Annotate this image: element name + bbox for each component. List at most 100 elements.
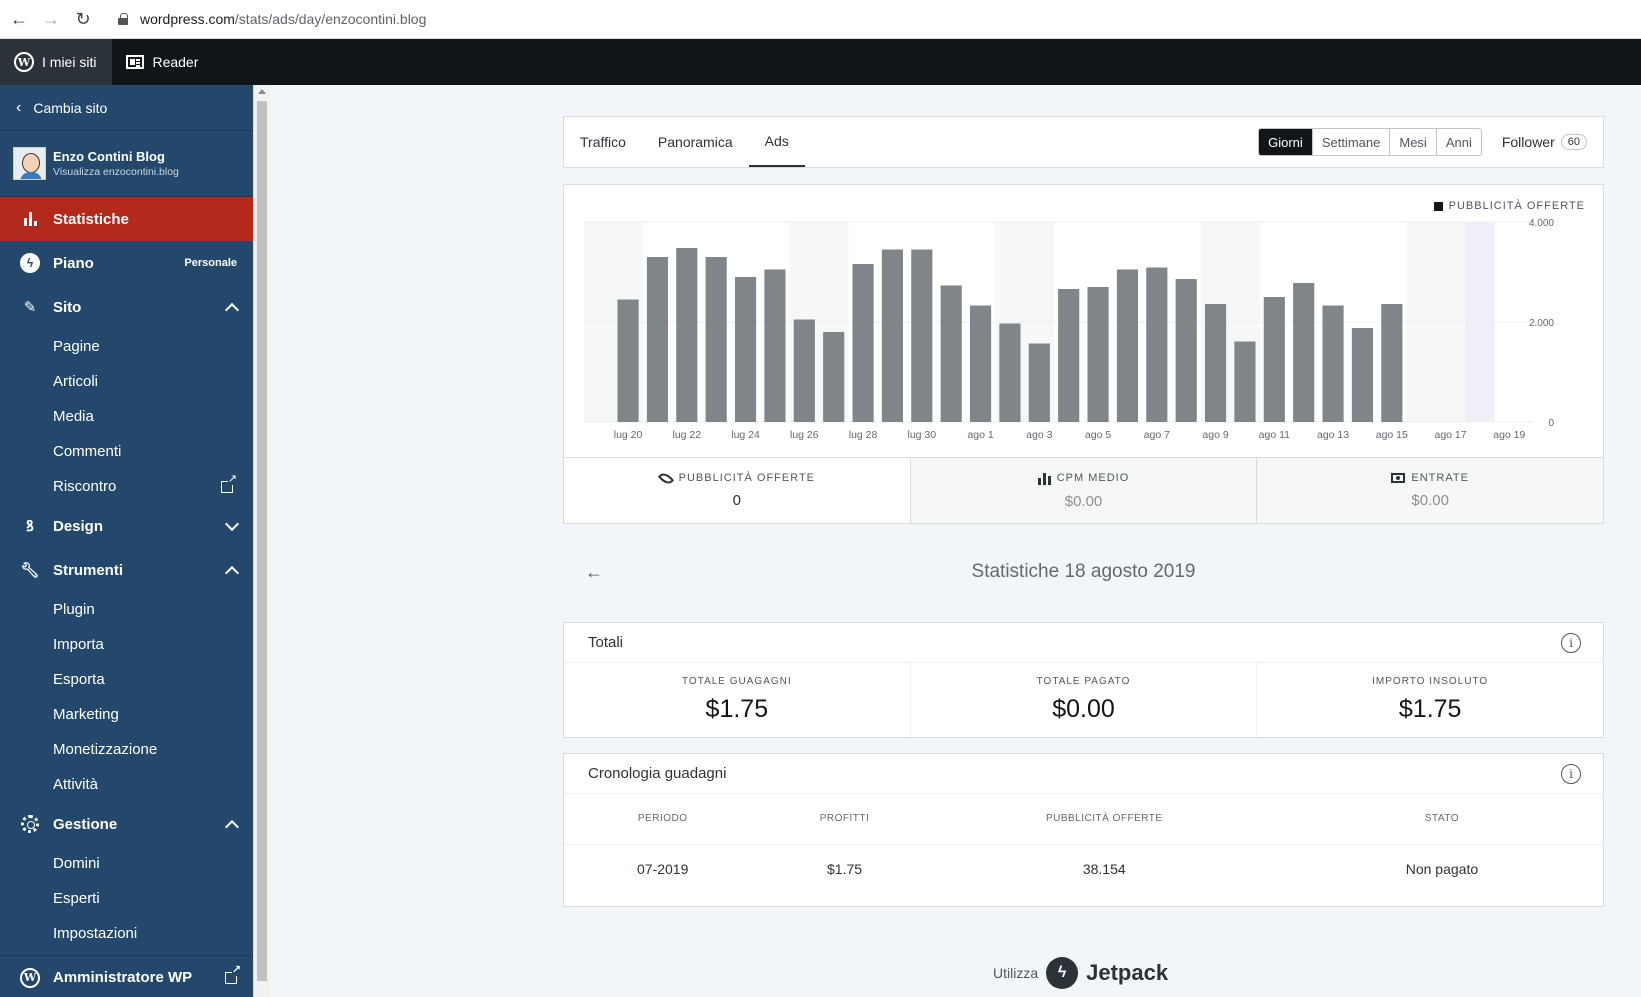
info-icon[interactable]: i (1561, 763, 1581, 784)
chevron-left-icon: ‹ (16, 98, 22, 116)
summary-cpm[interactable]: CPM MEDIO $0.00 (909, 458, 1257, 523)
bar (1322, 305, 1344, 422)
sidebar-item-label: Sito (53, 298, 82, 316)
x-tick-label: lug 24 (731, 429, 760, 441)
sidebar-scrollbar[interactable] (253, 85, 270, 997)
sidebar-subitem-media[interactable]: Media (0, 399, 253, 434)
summary-label: CPM MEDIO (1056, 472, 1130, 484)
reader-button[interactable]: Reader (112, 39, 214, 85)
sidebar-subitem-feedback[interactable]: Riscontro (0, 469, 253, 504)
info-icon[interactable]: i (1561, 632, 1581, 653)
table-cell: 38.154 (1082, 861, 1126, 878)
sidebar-subitem-plugins[interactable]: Plugin (0, 592, 253, 627)
jetpack-wordmark: Jetpack (1086, 960, 1169, 985)
scroll-up-arrow-icon[interactable] (258, 89, 266, 94)
sidebar-subitem-export[interactable]: Esporta (0, 662, 253, 697)
address-bar[interactable]: wordpress.com/stats/ads/day/enzocontini.… (118, 11, 426, 27)
table-cell: $1.75 (827, 861, 863, 878)
summary-value: $0.00 (1411, 492, 1449, 509)
sidebar-subitem-experts[interactable]: Esperti (0, 881, 253, 916)
forward-arrow-icon[interactable]: → (42, 8, 60, 29)
money-icon (1391, 473, 1406, 483)
subitem-label: Domini (53, 855, 100, 872)
total-value: $1.75 (1398, 695, 1462, 723)
sidebar-subitem-activity[interactable]: Attività (0, 767, 253, 802)
date-header: ← Statistiche 18 agosto 2019 (563, 552, 1604, 592)
bar (1381, 304, 1403, 422)
subitem-label: Esperti (53, 890, 100, 907)
current-site[interactable]: Enzo Contini Blog Visualizza enzocontini… (0, 131, 253, 197)
period-years-button[interactable]: Anni (1435, 129, 1481, 155)
switch-site-button[interactable]: ‹ Cambia sito (0, 85, 253, 131)
subitem-label: Monetizzazione (53, 741, 158, 758)
sidebar-item-wp-admin[interactable]: W Amministratore WP (0, 955, 253, 997)
subitem-label: Commenti (53, 443, 122, 460)
y-tick-label: 2.000 (1529, 318, 1554, 329)
x-tick-label: ago 11 (1259, 429, 1290, 441)
scrollbar-thumb[interactable] (257, 101, 267, 981)
sidebar-subitem-settings[interactable]: Impostazioni (0, 916, 253, 951)
browser-toolbar: ← → ↻ wordpress.com/stats/ads/day/enzoco… (0, 0, 1641, 39)
chart-summary-tabs: PUBBLICITÀ OFFERTE 0 CPM MEDIO $0.00 ENT… (564, 457, 1604, 523)
sidebar-subitem-earn[interactable]: Monetizzazione (0, 732, 253, 767)
sidebar-item-label: Piano (53, 254, 94, 272)
sidebar-subitem-pages[interactable]: Pagine (0, 329, 253, 364)
bar (1234, 341, 1256, 422)
total-value: $1.75 (705, 695, 769, 723)
site-avatar (13, 147, 46, 180)
bar (852, 264, 874, 422)
total-outstanding: IMPORTO INSOLUTO $1.75 (1256, 663, 1603, 737)
reader-label: Reader (152, 54, 199, 70)
period-weeks-button[interactable]: Settimane (1311, 129, 1390, 155)
subitem-label: Media (53, 408, 94, 425)
sidebar-item-tools[interactable]: 🔧︎ Strumenti (0, 548, 253, 592)
sidebar-item-plan[interactable]: ϟ Piano Personale (0, 241, 253, 285)
summary-revenue[interactable]: ENTRATE $0.00 (1256, 458, 1604, 523)
back-arrow-icon[interactable]: ← (10, 8, 28, 29)
lock-icon (118, 13, 128, 25)
jetpack-footer[interactable]: Utilizza ϟ Jetpack (993, 957, 1168, 989)
legend-swatch (1433, 201, 1443, 211)
url-path: /stats/ads/day/enzocontini.blog (234, 11, 427, 27)
period-days-button[interactable]: Giorni (1259, 129, 1312, 155)
x-tick-label: ago 9 (1202, 429, 1228, 441)
chevron-up-icon (224, 565, 240, 581)
y-tick-label: 4.000 (1529, 218, 1554, 229)
sidebar-item-stats[interactable]: Statistiche (0, 197, 253, 241)
tab-traffic[interactable]: Traffico (580, 134, 626, 150)
summary-ads-served[interactable]: PUBBLICITÀ OFFERTE 0 (564, 458, 910, 523)
sidebar-item-site[interactable]: ✎ Sito (0, 285, 253, 329)
sidebar-subitem-posts[interactable]: Articoli (0, 364, 253, 399)
follower-label: Follower (1501, 134, 1555, 150)
x-tick-label: ago 7 (1144, 429, 1170, 441)
sidebar-subitem-import[interactable]: Importa (0, 627, 253, 662)
sidebar-subitem-marketing[interactable]: Marketing (0, 697, 253, 732)
sidebar-subitem-comments[interactable]: Commenti (0, 434, 253, 469)
site-subtitle: Visualizza enzocontini.blog (53, 166, 179, 178)
my-sites-button[interactable]: W I miei siti (0, 39, 113, 85)
bar (1087, 287, 1109, 422)
chart-legend: PUBBLICITÀ OFFERTE (1433, 200, 1585, 212)
sidebar-subitem-domains[interactable]: Domini (0, 846, 253, 881)
sidebar-item-manage[interactable]: Gestione (0, 802, 253, 846)
follower-link[interactable]: Follower 60 (1502, 134, 1587, 150)
pencil-icon: ✎ (23, 299, 37, 316)
reload-icon[interactable]: ↻ (75, 8, 91, 29)
period-months-button[interactable]: Mesi (1389, 129, 1435, 155)
gear-icon (20, 815, 40, 833)
jetpack-bolt-icon: ϟ (20, 253, 40, 273)
bar (705, 257, 727, 422)
total-label: TOTALE PAGATO (1036, 676, 1131, 687)
summary-value: 0 (732, 492, 741, 509)
sidebar-item-design[interactable]: ꝸ Design (0, 504, 253, 548)
bar (999, 323, 1021, 422)
stats-navigation: Traffico Panoramica Ads Giorni Settimane… (563, 116, 1604, 168)
subitem-label: Attività (53, 776, 99, 793)
tab-insights[interactable]: Panoramica (657, 134, 733, 150)
back-arrow-icon[interactable]: ← (585, 561, 603, 582)
bar (1204, 304, 1227, 422)
tab-ads[interactable]: Ads (748, 117, 805, 167)
bar (617, 299, 639, 422)
card-title: Cronologia guadagni (588, 765, 727, 782)
bar (646, 257, 669, 422)
